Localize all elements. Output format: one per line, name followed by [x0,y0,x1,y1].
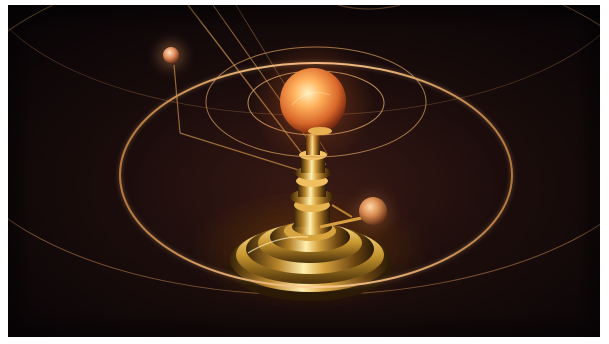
sun-sphere [280,68,346,134]
planet-sphere [359,197,387,225]
orrery-svg [8,5,600,337]
moon-sphere [163,47,179,63]
orrery-image [8,5,600,337]
sun-mount [308,127,332,135]
